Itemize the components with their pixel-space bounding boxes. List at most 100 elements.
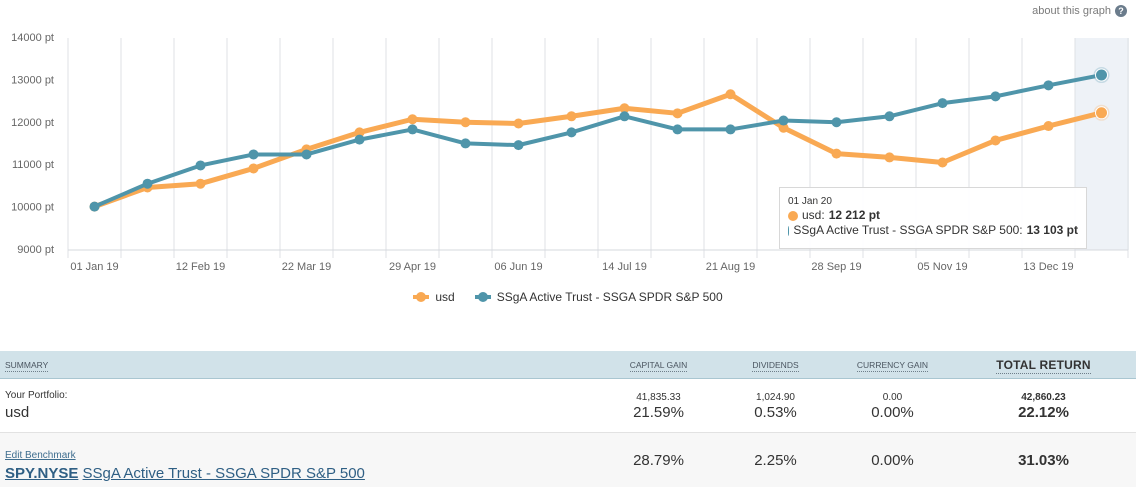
data-point <box>778 115 789 126</box>
dividends-header[interactable]: Dividends <box>752 359 799 372</box>
capital-gain-header[interactable]: Capital Gain <box>629 359 688 372</box>
series-line <box>92 73 1104 209</box>
data-point <box>990 91 1001 102</box>
x-tick-label: 01 Jan 19 <box>70 261 118 273</box>
tooltip-value: 13 103 pt <box>1026 223 1078 237</box>
tooltip-date: 01 Jan 20 <box>788 196 832 207</box>
benchmark-capital-gain-pct: 28.79% <box>633 452 684 469</box>
currency-gain-header[interactable]: Currency Gain <box>856 359 929 372</box>
legend-line-marker-icon <box>474 292 491 302</box>
data-point <box>672 124 683 135</box>
series-line <box>92 91 1104 210</box>
data-point <box>778 122 789 133</box>
x-tick-label: 06 Jun 19 <box>494 261 542 273</box>
data-point <box>513 140 524 151</box>
data-point <box>566 127 577 138</box>
x-tick-label: 05 Nov 19 <box>917 261 967 273</box>
y-tick-label: 10000 pt <box>11 202 54 214</box>
data-point <box>990 135 1001 146</box>
data-point-highlighted <box>1095 68 1108 82</box>
portfolio-row: Your Portfolio: usd 41,835.33 21.59% 1,0… <box>0 379 1136 433</box>
total-return-header[interactable]: TOTAL RETURN <box>996 357 1091 374</box>
data-point-highlighted <box>1095 106 1108 120</box>
dividends-amount: 1,024.90 <box>756 392 795 403</box>
data-point <box>89 201 100 212</box>
capital-gain-pct: 21.59% <box>633 404 684 421</box>
y-tick-label: 14000 pt <box>11 32 54 44</box>
summary-table: Summary Capital Gain Dividends Currency … <box>0 351 1136 487</box>
data-point <box>513 118 524 129</box>
data-point <box>884 111 895 122</box>
dividends-pct: 0.53% <box>754 404 797 421</box>
summary-header[interactable]: Summary <box>5 359 49 372</box>
portfolio-name: usd <box>5 404 30 421</box>
legend-item-benchmark[interactable]: SSgA Active Trust - SSGA SPDR S&P 500 <box>474 290 723 304</box>
data-point <box>407 114 418 125</box>
benchmark-total-return-pct: 31.03% <box>1018 452 1069 469</box>
tooltip-label: SSgA Active Trust - SSGA SPDR S&P 500: <box>793 223 1023 237</box>
data-point <box>937 157 948 168</box>
currency-gain-amount: 0.00 <box>882 392 903 403</box>
capital-gain-amount: 41,835.33 <box>636 392 681 403</box>
chart-tooltip: 01 Jan 20 usd: 12 212 pt SSgA Active Tru… <box>779 187 1087 249</box>
data-point <box>460 117 471 128</box>
chart-legend: usd SSgA Active Trust - SSGA SPDR S&P 50… <box>0 290 1136 304</box>
data-point <box>884 152 895 163</box>
data-point <box>407 124 418 135</box>
data-point <box>619 111 630 122</box>
total-return-amount: 42,860.23 <box>1021 392 1066 403</box>
data-point <box>937 98 948 109</box>
tooltip-row-benchmark: SSgA Active Trust - SSGA SPDR S&P 500: 1… <box>788 223 1078 238</box>
portfolio-label: Your Portfolio: <box>5 390 68 401</box>
x-tick-label: 28 Sep 19 <box>811 261 861 273</box>
data-point <box>831 148 842 159</box>
usd-series-dot-icon <box>788 210 798 221</box>
benchmark-ticker-link[interactable]: SPY.NYSE <box>5 465 79 482</box>
tooltip-value: 12 212 pt <box>828 208 881 222</box>
data-point <box>566 111 577 122</box>
data-point <box>248 163 259 174</box>
data-point <box>142 178 153 189</box>
x-tick-label: 13 Dec 19 <box>1023 261 1073 273</box>
legend-label: SSgA Active Trust - SSGA SPDR S&P 500 <box>496 290 723 304</box>
series-benchmark <box>89 67 1110 212</box>
tooltip-label: usd: <box>802 208 825 222</box>
benchmark-currency-gain-pct: 0.00% <box>871 452 914 469</box>
data-point <box>354 127 365 138</box>
y-tick-label: 11000 pt <box>12 159 54 171</box>
x-tick-label: 21 Aug 19 <box>706 261 756 273</box>
edit-benchmark-link[interactable]: Edit Benchmark <box>5 450 76 461</box>
benchmark-series-dot-icon <box>788 225 790 236</box>
total-return-pct: 22.12% <box>1018 404 1069 421</box>
data-point <box>195 160 206 171</box>
data-point <box>1043 80 1054 91</box>
data-point <box>248 149 259 160</box>
legend-label: usd <box>435 290 455 304</box>
data-point <box>672 108 683 119</box>
about-this-graph-label: about this graph <box>1032 5 1111 17</box>
data-point <box>460 138 471 149</box>
x-tick-label: 22 Mar 19 <box>282 261 332 273</box>
data-point <box>301 149 312 160</box>
series-usd <box>89 89 1110 212</box>
y-tick-label: 12000 pt <box>11 117 54 129</box>
y-tick-label: 9000 pt <box>17 244 54 256</box>
y-tick-label: 13000 pt <box>11 74 54 86</box>
benchmark-row: Edit Benchmark SPY.NYSE SSgA Active Trus… <box>0 433 1136 487</box>
x-tick-label: 12 Feb 19 <box>176 261 226 273</box>
data-point <box>1043 121 1054 132</box>
benchmark-dividends-pct: 2.25% <box>754 452 797 469</box>
data-point <box>195 178 206 189</box>
benchmark-name-link[interactable]: SSgA Active Trust - SSGA SPDR S&P 500 <box>82 465 365 482</box>
legend-item-usd[interactable]: usd <box>413 290 455 304</box>
tooltip-row-usd: usd: 12 212 pt <box>788 208 1078 223</box>
data-point <box>831 117 842 128</box>
data-point <box>354 134 365 145</box>
about-this-graph-link[interactable]: about this graph ? <box>1032 5 1127 17</box>
data-point <box>725 89 736 100</box>
x-tick-label: 14 Jul 19 <box>602 261 647 273</box>
data-point <box>619 103 630 114</box>
question-circle-icon: ? <box>1115 5 1127 17</box>
legend-line-marker-icon <box>413 292 430 302</box>
x-tick-label: 29 Apr 19 <box>389 261 436 273</box>
